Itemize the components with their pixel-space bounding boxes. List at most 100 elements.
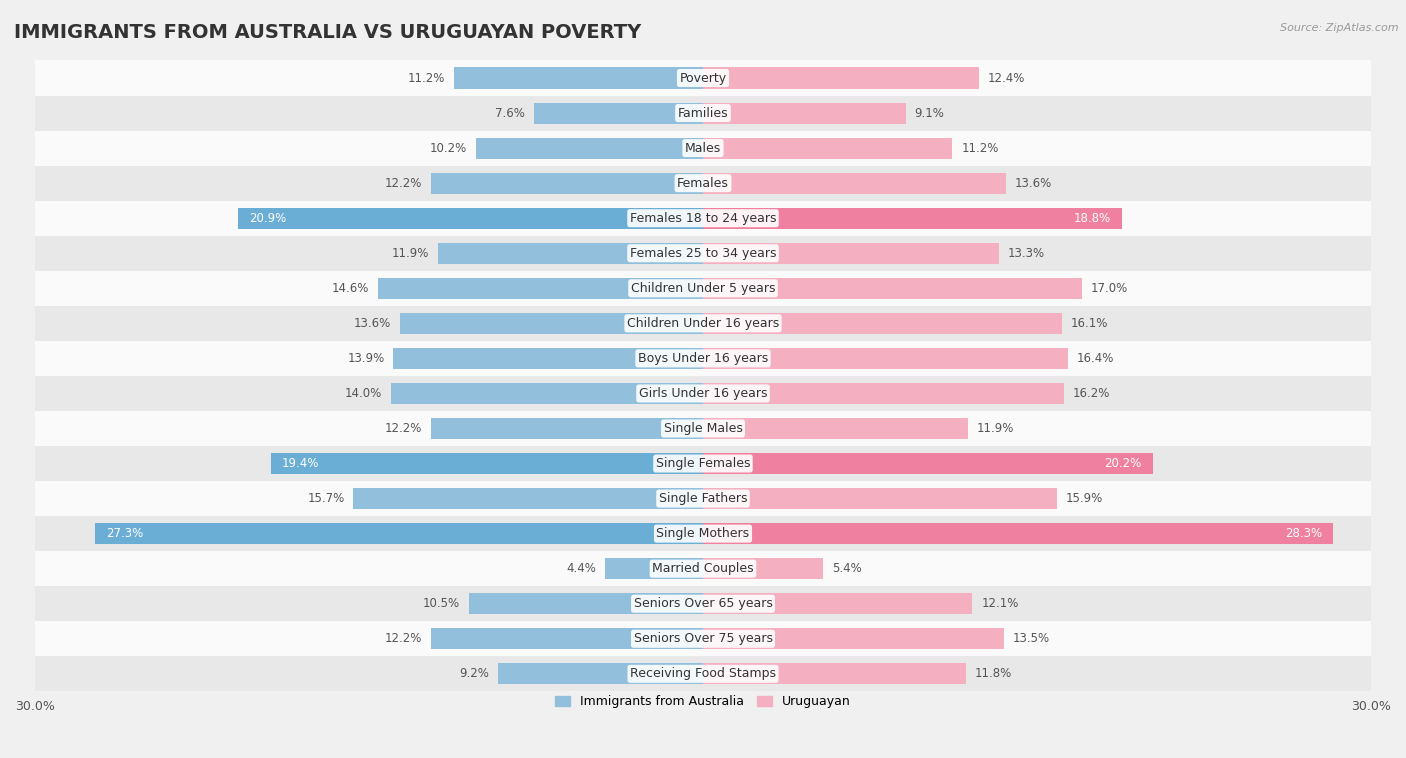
Text: Children Under 16 years: Children Under 16 years (627, 317, 779, 330)
Bar (454, 67, 703, 89)
Text: Children Under 5 years: Children Under 5 years (631, 282, 775, 295)
Bar (703, 313, 1062, 334)
Text: Girls Under 16 years: Girls Under 16 years (638, 387, 768, 400)
Text: Seniors Over 65 years: Seniors Over 65 years (634, 597, 772, 610)
Text: 15.9%: 15.9% (1066, 492, 1104, 505)
Bar (534, 102, 703, 124)
Text: 20.2%: 20.2% (1105, 457, 1142, 470)
Bar (35, 166, 1371, 201)
Bar (703, 418, 967, 439)
Text: 9.1%: 9.1% (914, 107, 945, 120)
Text: Seniors Over 75 years: Seniors Over 75 years (634, 632, 772, 645)
Bar (703, 173, 1005, 193)
Text: 11.9%: 11.9% (977, 422, 1014, 435)
Bar (703, 488, 1057, 509)
Bar (35, 130, 1371, 166)
Bar (703, 243, 1000, 264)
Text: 12.1%: 12.1% (981, 597, 1019, 610)
Bar (703, 663, 966, 684)
Text: 13.6%: 13.6% (354, 317, 391, 330)
Bar (353, 488, 703, 509)
Bar (271, 453, 703, 474)
Bar (703, 453, 1153, 474)
Text: 13.6%: 13.6% (1015, 177, 1052, 190)
Bar (378, 277, 703, 299)
Bar (432, 418, 703, 439)
Bar (35, 376, 1371, 411)
Bar (432, 628, 703, 650)
Text: 14.6%: 14.6% (332, 282, 368, 295)
Text: 18.8%: 18.8% (1073, 211, 1111, 224)
Bar (35, 96, 1371, 130)
Text: 17.0%: 17.0% (1091, 282, 1128, 295)
Text: Single Mothers: Single Mothers (657, 527, 749, 540)
Bar (96, 523, 703, 544)
Text: 16.1%: 16.1% (1070, 317, 1108, 330)
Bar (432, 173, 703, 193)
Text: 4.4%: 4.4% (567, 562, 596, 575)
Bar (35, 305, 1371, 341)
Bar (35, 446, 1371, 481)
Text: Females 25 to 34 years: Females 25 to 34 years (630, 247, 776, 260)
Bar (703, 558, 824, 579)
Text: 16.2%: 16.2% (1073, 387, 1109, 400)
Bar (35, 656, 1371, 691)
Bar (35, 271, 1371, 305)
Bar (703, 383, 1064, 404)
Bar (391, 383, 703, 404)
Text: Single Fathers: Single Fathers (659, 492, 747, 505)
Text: Married Couples: Married Couples (652, 562, 754, 575)
Bar (401, 313, 703, 334)
Bar (35, 516, 1371, 551)
Text: 16.4%: 16.4% (1077, 352, 1115, 365)
Bar (703, 523, 1333, 544)
Bar (703, 348, 1069, 369)
Bar (35, 411, 1371, 446)
Text: 13.9%: 13.9% (347, 352, 385, 365)
Text: 11.8%: 11.8% (974, 667, 1012, 681)
Text: 10.2%: 10.2% (430, 142, 467, 155)
Text: 10.5%: 10.5% (423, 597, 460, 610)
Text: 7.6%: 7.6% (495, 107, 524, 120)
Text: Source: ZipAtlas.com: Source: ZipAtlas.com (1281, 23, 1399, 33)
Text: 28.3%: 28.3% (1285, 527, 1322, 540)
Bar (703, 67, 979, 89)
Bar (35, 236, 1371, 271)
Bar (394, 348, 703, 369)
Text: Boys Under 16 years: Boys Under 16 years (638, 352, 768, 365)
Text: 5.4%: 5.4% (832, 562, 862, 575)
Bar (703, 594, 973, 614)
Text: Receiving Food Stamps: Receiving Food Stamps (630, 667, 776, 681)
Bar (703, 628, 1004, 650)
Text: 12.2%: 12.2% (385, 422, 422, 435)
Bar (35, 201, 1371, 236)
Text: 27.3%: 27.3% (107, 527, 143, 540)
Text: 11.2%: 11.2% (962, 142, 998, 155)
Bar (35, 551, 1371, 586)
Bar (703, 277, 1081, 299)
Text: IMMIGRANTS FROM AUSTRALIA VS URUGUAYAN POVERTY: IMMIGRANTS FROM AUSTRALIA VS URUGUAYAN P… (14, 23, 641, 42)
Text: 11.2%: 11.2% (408, 71, 444, 84)
Bar (470, 594, 703, 614)
Text: Females 18 to 24 years: Females 18 to 24 years (630, 211, 776, 224)
Bar (238, 208, 703, 229)
Text: Males: Males (685, 142, 721, 155)
Text: 15.7%: 15.7% (308, 492, 344, 505)
Bar (605, 558, 703, 579)
Text: 19.4%: 19.4% (283, 457, 319, 470)
Text: 14.0%: 14.0% (344, 387, 382, 400)
Bar (498, 663, 703, 684)
Text: 9.2%: 9.2% (460, 667, 489, 681)
Bar (703, 138, 952, 158)
Text: 13.5%: 13.5% (1012, 632, 1050, 645)
Legend: Immigrants from Australia, Uruguayan: Immigrants from Australia, Uruguayan (550, 691, 856, 713)
Bar (35, 61, 1371, 96)
Text: 11.9%: 11.9% (392, 247, 429, 260)
Text: Single Females: Single Females (655, 457, 751, 470)
Bar (439, 243, 703, 264)
Bar (35, 341, 1371, 376)
Bar (475, 138, 703, 158)
Text: 13.3%: 13.3% (1008, 247, 1045, 260)
Text: 12.2%: 12.2% (385, 632, 422, 645)
Text: 20.9%: 20.9% (249, 211, 285, 224)
